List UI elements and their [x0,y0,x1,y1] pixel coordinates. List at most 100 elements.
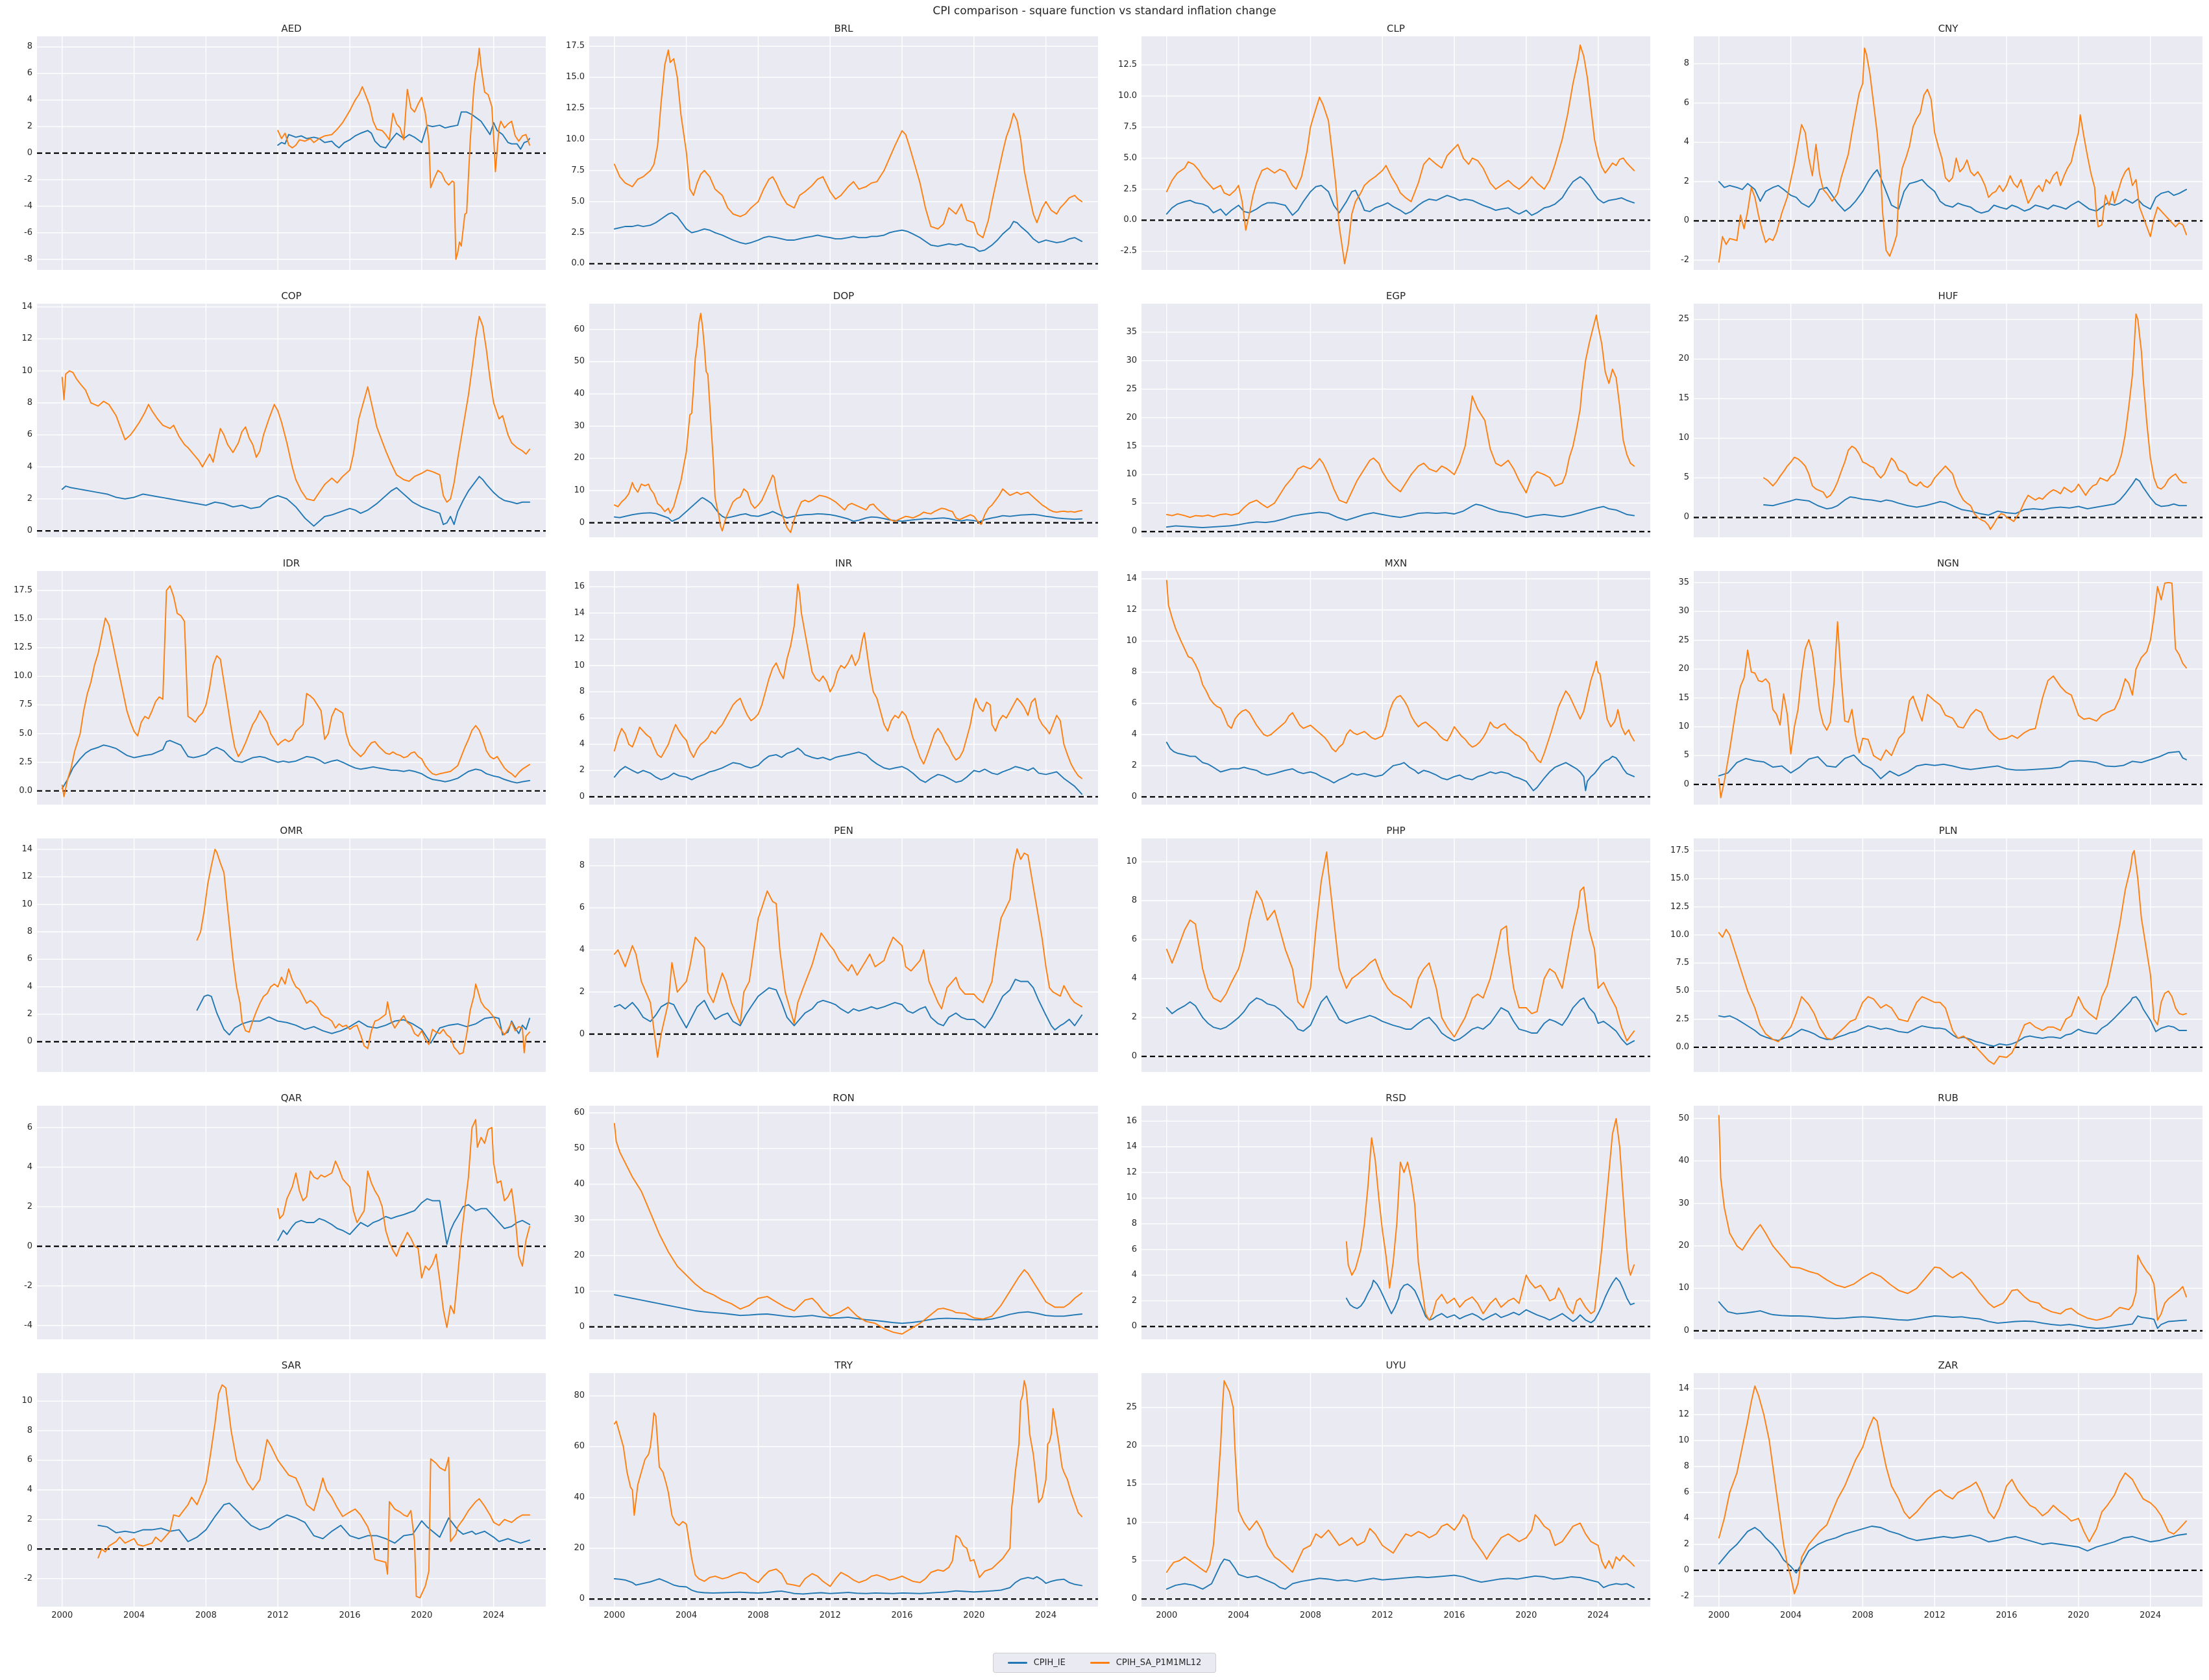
subplot-RON: RON 0 10 20 30 40 50 60 [552,1091,1104,1359]
plot-area [37,1106,546,1339]
y-tick-label: 8 [579,687,585,697]
x-tick-label: 2020 [2068,1611,2090,1620]
x-tick-label: 2016 [339,1611,361,1620]
y-tick-label: 8 [1131,667,1137,677]
y-tick-label: 8 [1131,895,1137,905]
y-tick-label: 50 [1678,1113,1689,1123]
plot-area [1141,1106,1650,1339]
subplot-RSD: RSD 0 2 4 6 8 10 12 14 16 [1104,1091,1657,1359]
x-tick-label: 2008 [195,1611,217,1620]
x-tick-label: 2012 [1923,1611,1946,1620]
y-tick-label: 0.0 [571,258,585,269]
y-tick-label: 4 [27,95,32,105]
subplot-CLP: CLP -2.5 0.0 2.5 5.0 7.5 10.0 12.5 [1104,22,1657,289]
subplot-RUB: RUB 0 10 20 30 40 50 [1657,1091,2209,1359]
x-tick-label: 2024 [1587,1611,1609,1620]
y-tick-label: 17.5 [1670,846,1689,856]
y-tick-label: 17.5 [14,585,32,595]
x-tick-label: 2024 [483,1611,505,1620]
series-CPIH_SA_P1M1ML12 [613,312,1083,533]
y-tick-label: 5.0 [19,728,32,738]
y-tick-label: 10.0 [1118,90,1137,101]
y-tick-label: 0 [1683,1565,1689,1575]
y-tick-label: 12 [574,634,585,644]
series-CPIH_SA_P1M1ML12 [1345,1117,1635,1321]
subplot-title: MXN [1384,557,1408,569]
y-tick-label: 12.5 [566,103,585,114]
series-CPIH_IE [613,212,1083,252]
subplot-ZAR: ZAR -2 0 2 4 6 8 10 12 14 2000 2004 2008 2012 2016 2020… [1657,1359,2209,1650]
y-tick-label: 2 [579,765,585,775]
y-tick-label: 2 [579,986,585,997]
series-CPIH_IE [613,748,1083,795]
y-tick-label: 8 [27,1425,32,1435]
y-tick-label: 6 [1131,1244,1137,1254]
plot-area [1694,1373,2203,1607]
x-tick-label: 2016 [1995,1611,2018,1620]
y-tick-label: 10 [1678,1435,1689,1445]
y-tick-label: 12 [21,334,32,344]
legend-label-cpih-ie: CPIH_IE [1033,1657,1066,1668]
subplot-title: TRY [835,1359,853,1371]
y-tick-label: 0 [27,1544,32,1554]
y-tick-label: -2 [1681,1591,1689,1601]
y-tick-label: 2 [27,1009,32,1019]
series-CPIH_IE [613,496,1083,523]
plot-area [1141,304,1650,537]
series-CPIH_SA_P1M1ML12 [1166,851,1635,1041]
y-tick-label: 7.5 [571,165,585,175]
plot-area [589,36,1098,270]
y-tick-label: 4 [579,738,585,749]
series-CPIH_SA_P1M1ML12 [1718,581,2188,799]
y-tick-label: 5 [1131,1555,1137,1566]
subplot-IDR: IDR 0.0 2.5 5.0 7.5 10.0 12.5 15.0 17.5 [0,557,552,824]
y-tick-label: 2 [27,1514,32,1524]
y-tick-label: 25 [1126,383,1137,394]
x-tick-label: 2008 [1851,1611,1873,1620]
y-tick-label: 6 [1131,934,1137,944]
subplot-title: SAR [281,1359,302,1371]
y-tick-label: 10 [21,1396,32,1406]
y-tick-label: 0 [579,1029,585,1039]
x-tick-label: 2012 [1371,1611,1393,1620]
y-tick-label: 0.0 [1123,215,1137,225]
y-tick-label: 16 [574,581,585,592]
subplot-title: RSD [1385,1092,1406,1104]
y-tick-label: 4 [27,981,32,992]
series-CPIH_SA_P1M1ML12 [613,583,1083,779]
y-tick-label: 0 [1683,215,1689,226]
series-CPIH_IE [613,979,1083,1031]
y-tick-label: 10.0 [1670,929,1689,940]
y-tick-label: 15 [1126,1479,1137,1489]
y-tick-label: 0 [1131,1321,1137,1332]
y-tick-label: 14 [21,301,32,311]
x-tick-label: 2012 [819,1611,841,1620]
plot-area [37,838,546,1072]
subplot-NGN: NGN 0 5 10 15 20 25 30 35 [1657,557,2209,824]
series-CPIH_SA_P1M1ML12 [61,315,531,503]
y-tick-label: 25 [1678,635,1689,645]
x-tick-label: 2016 [891,1611,913,1620]
y-tick-label: 12.5 [1118,60,1137,70]
series-CPIH_IE [1763,478,2188,516]
y-tick-label: 10 [1678,433,1689,443]
y-tick-label: -2 [24,1573,32,1583]
y-tick-label: 10 [574,485,585,495]
y-tick-label: 30 [574,420,585,431]
x-tick-label: 2024 [1035,1611,1057,1620]
legend-item-cpih-sa: CPIH_SA_P1M1ML12 [1090,1658,1201,1668]
x-tick-label: 2012 [267,1611,289,1620]
series-CPIH_SA_P1M1ML12 [613,848,1083,1058]
y-tick-label: 30 [1678,1198,1689,1208]
y-tick-label: 5 [1683,472,1689,483]
legend: CPIH_IE CPIH_SA_P1M1ML12 [0,1650,2209,1675]
y-tick-label: 15.0 [566,72,585,82]
series-CPIH_SA_P1M1ML12 [277,1119,531,1328]
subplot-INR: INR 0 2 4 6 8 10 12 14 16 [552,557,1104,824]
y-tick-label: 6 [27,954,32,964]
series-CPIH_IE [1718,1301,2188,1329]
legend-line-orange-icon [1090,1661,1110,1664]
plot-area [37,36,546,270]
x-tick-label: 2000 [51,1611,73,1620]
